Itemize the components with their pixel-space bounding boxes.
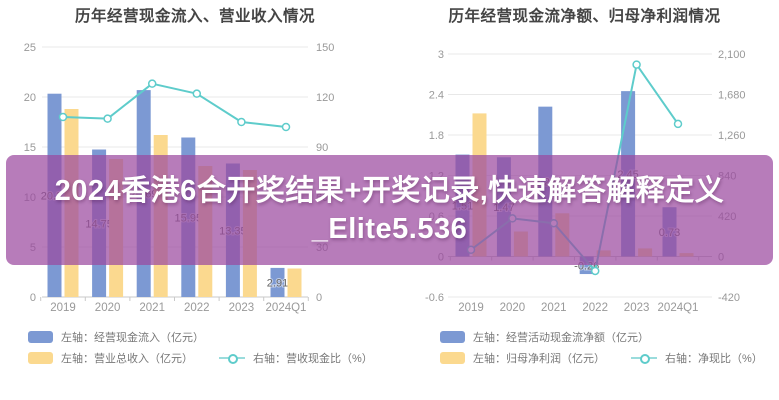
legend-item-revenue-cash-ratio[interactable]: 右轴：营收现金比（%）	[219, 350, 373, 366]
legend-item-operating-cash-inflow[interactable]: 左轴：经营现金流入（亿元）	[28, 329, 204, 345]
x-axis-label: 2020	[500, 302, 526, 314]
legend-item-total-revenue[interactable]: 左轴：营业总收入（亿元）	[28, 350, 193, 366]
bar-value-label: 2.91	[267, 277, 288, 289]
legend-item-net-profit[interactable]: 左轴：归母净利润（亿元）	[440, 350, 605, 366]
bar-blue-series	[270, 267, 285, 297]
legend-item-net-cash-ratio[interactable]: 右轴：净现比（%）	[631, 350, 763, 366]
left-axis-tick-label: 15	[24, 142, 36, 154]
right-axis-tick-label: 90	[316, 142, 328, 154]
right-axis-tick-label: 120	[316, 92, 334, 104]
banner-text-line1: 2024香港6合开奖结果+开奖记录,快速解答解释定义	[54, 175, 725, 207]
legend-swatch-yellow	[28, 352, 53, 364]
legend-swatch-yellow	[440, 352, 465, 364]
right-axis-tick-label: 1,680	[718, 90, 746, 102]
legend-label: 左轴：经营活动现金流净额（亿元）	[473, 332, 649, 344]
left-axis-tick-label: 25	[24, 42, 36, 54]
legend-row: 左轴：经营活动现金流净额（亿元）	[440, 329, 763, 345]
legend-row: 左轴：归母净利润（亿元） 右轴：净现比（%）	[440, 350, 763, 366]
legend-line-marker-icon	[631, 352, 657, 364]
legend-label: 左轴：营业总收入（亿元）	[61, 353, 193, 365]
legend-label: 左轴：经营现金流入（亿元）	[61, 332, 204, 344]
bar-yellow-series	[287, 268, 302, 297]
left-chart-title: 历年经营现金流入、营业收入情况	[74, 8, 315, 25]
banner-text-line2: _Elite5.536	[311, 213, 468, 245]
legend-label: 右轴：营收现金比（%）	[253, 353, 373, 365]
left-axis-tick-label: 2.4	[429, 90, 444, 102]
x-axis-label: 2022	[582, 302, 608, 314]
left-axis-tick-label: -0.6	[425, 292, 444, 304]
right-chart-title: 历年经营现金流净额、归母净利润情况	[448, 8, 721, 25]
left-axis-tick-label: 0	[30, 292, 36, 304]
x-axis-label: 2021	[541, 302, 567, 314]
x-axis-label: 2023	[229, 302, 255, 314]
line-marker	[590, 266, 600, 276]
line-marker	[58, 112, 68, 122]
x-axis-label: 2020	[95, 302, 121, 314]
x-axis-label: 2024Q1	[658, 302, 699, 314]
x-axis-label: 2021	[139, 302, 165, 314]
legend-row: 左轴：经营现金流入（亿元）	[28, 329, 373, 345]
x-axis-label: 2023	[624, 302, 650, 314]
x-axis-label: 2024Q1	[266, 302, 307, 314]
line-marker	[281, 122, 291, 132]
line-marker	[673, 119, 683, 129]
line-marker	[237, 117, 246, 127]
line-marker	[192, 89, 202, 98]
line-marker	[103, 114, 112, 123]
right-axis-tick-label: 1,260	[718, 130, 746, 142]
line-marker	[632, 60, 641, 69]
overlay-ad-banner[interactable]: 2024香港6合开奖结果+开奖记录,快速解答解释定义 _Elite5.536	[6, 155, 773, 265]
legend-row: 左轴：营业总收入（亿元） 右轴：营收现金比（%）	[28, 350, 373, 366]
x-axis-label: 2019	[458, 302, 484, 314]
line-marker	[147, 79, 157, 88]
ratio-line	[62, 82, 287, 128]
left-axis-tick-label: 3	[438, 49, 444, 61]
legend-line-marker-icon	[219, 352, 245, 364]
x-axis-label: 2022	[184, 302, 210, 314]
legend-label: 右轴：净现比（%）	[665, 353, 763, 365]
right-axis-tick-label: 2,100	[718, 49, 746, 61]
legend-label: 左轴：归母净利润（亿元）	[473, 353, 605, 365]
x-axis-label: 2019	[50, 302, 76, 314]
legend-item-net-operating-cash-flow[interactable]: 左轴：经营活动现金流净额（亿元）	[440, 329, 649, 345]
legend-swatch-blue	[28, 331, 53, 343]
left-chart-legend: 左轴：经营现金流入（亿元） 左轴：营业总收入（亿元） 右轴：营收现金比（%）	[28, 329, 373, 371]
left-axis-tick-label: 1.8	[429, 130, 444, 142]
right-axis-tick-label: 0	[316, 292, 322, 304]
legend-swatch-blue	[440, 331, 465, 343]
right-axis-tick-label: -420	[718, 292, 740, 304]
right-axis-tick-label: 150	[316, 42, 334, 54]
right-chart-legend: 左轴：经营活动现金流净额（亿元） 左轴：归母净利润（亿元） 右轴：净现比（%）	[440, 329, 763, 371]
left-axis-tick-label: 20	[24, 92, 36, 104]
